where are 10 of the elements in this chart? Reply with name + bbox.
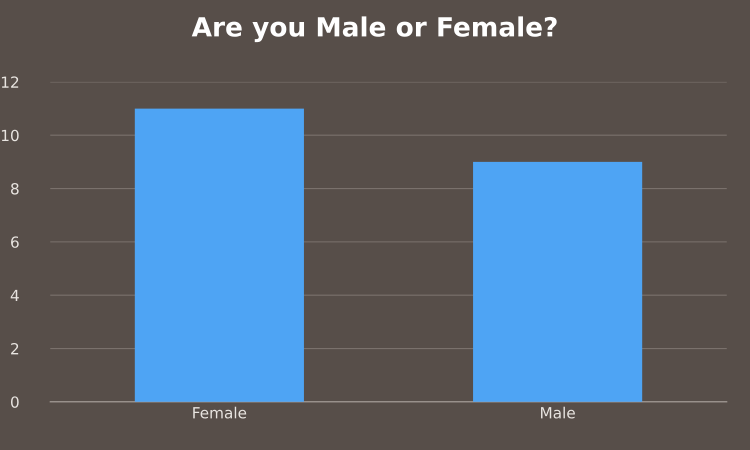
y-tick-label: 8 bbox=[11, 183, 19, 195]
y-tick-label: 10 bbox=[2, 130, 19, 142]
x-tick-label: Male bbox=[541, 406, 575, 419]
y-tick-label: 2 bbox=[11, 342, 18, 354]
y-tick-label: 0 bbox=[10, 396, 19, 408]
y-tick-label: 4 bbox=[10, 290, 19, 302]
y-tick-label: 12 bbox=[2, 76, 18, 88]
x-tick-label: Female bbox=[193, 406, 246, 419]
chart-title: Are you Male or Female? bbox=[192, 16, 557, 42]
y-tick-label: 6 bbox=[11, 236, 19, 248]
